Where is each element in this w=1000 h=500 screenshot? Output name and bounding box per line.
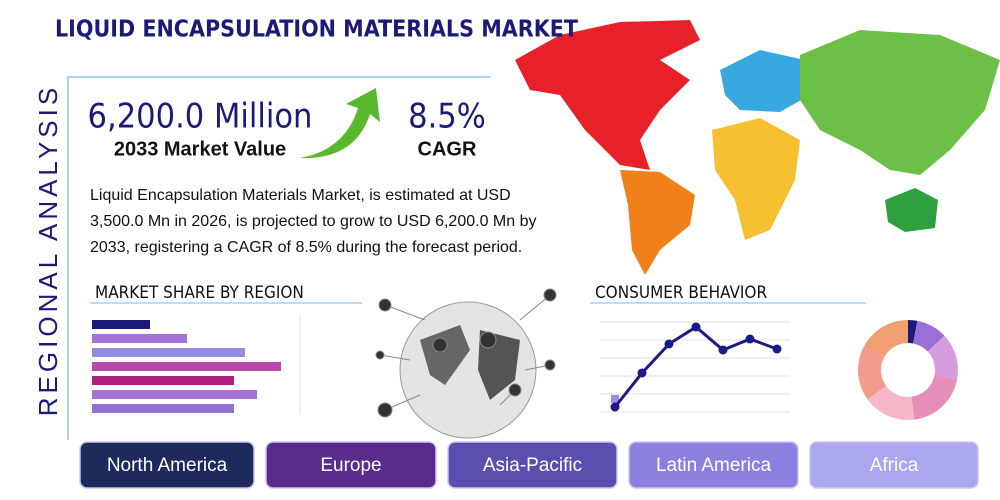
region-label: Latin America: [656, 455, 772, 476]
bar: [92, 404, 234, 413]
market-value-label: 2033 Market Value: [114, 138, 286, 160]
point: [718, 345, 728, 355]
donut-slice: [864, 319, 908, 357]
world-map: [515, 20, 1000, 275]
region-button[interactable]: [809, 441, 979, 489]
point: [610, 402, 620, 412]
bar: [92, 348, 245, 357]
globe: [375, 288, 557, 439]
donut-slice: [908, 320, 918, 344]
section-title: MARKET SHARE BY REGION: [95, 283, 304, 303]
marker: [611, 395, 619, 403]
region-label: Asia-Pacific: [483, 455, 582, 476]
point: [691, 322, 701, 332]
point: [664, 339, 674, 349]
region-label: North America: [107, 455, 228, 476]
region-label: Africa: [870, 455, 919, 476]
bar: [92, 320, 150, 329]
bar: [92, 334, 187, 343]
title: LIQUID ENCAPSULATION MATERIALS MARKET: [55, 17, 578, 43]
side-label: REGIONAL ANALYSIS: [33, 84, 63, 416]
point: [745, 334, 755, 344]
cagr-label: CAGR: [418, 138, 477, 160]
donut-slice: [913, 320, 945, 352]
region-button[interactable]: [447, 441, 618, 489]
region-label: Europe: [320, 455, 381, 476]
region-button[interactable]: [628, 441, 799, 489]
donut-slice: [867, 385, 915, 420]
point: [637, 368, 647, 378]
bar: [92, 390, 257, 399]
bar: [92, 362, 281, 371]
donut-slice: [858, 345, 887, 400]
region-button[interactable]: [79, 441, 255, 489]
donut-slice: [927, 335, 959, 380]
summary: Liquid Encapsulation Materials Market, i…: [90, 187, 537, 256]
market-value: 6,200.0 Million: [88, 97, 313, 137]
region-button[interactable]: [265, 441, 437, 489]
frame: [67, 76, 490, 440]
donut-slice: [911, 375, 958, 420]
growth-arrow: [300, 88, 380, 159]
bar: [92, 376, 234, 385]
point: [772, 344, 782, 354]
cagr: 8.5%: [408, 97, 486, 137]
section-title: CONSUMER BEHAVIOR: [595, 283, 767, 303]
